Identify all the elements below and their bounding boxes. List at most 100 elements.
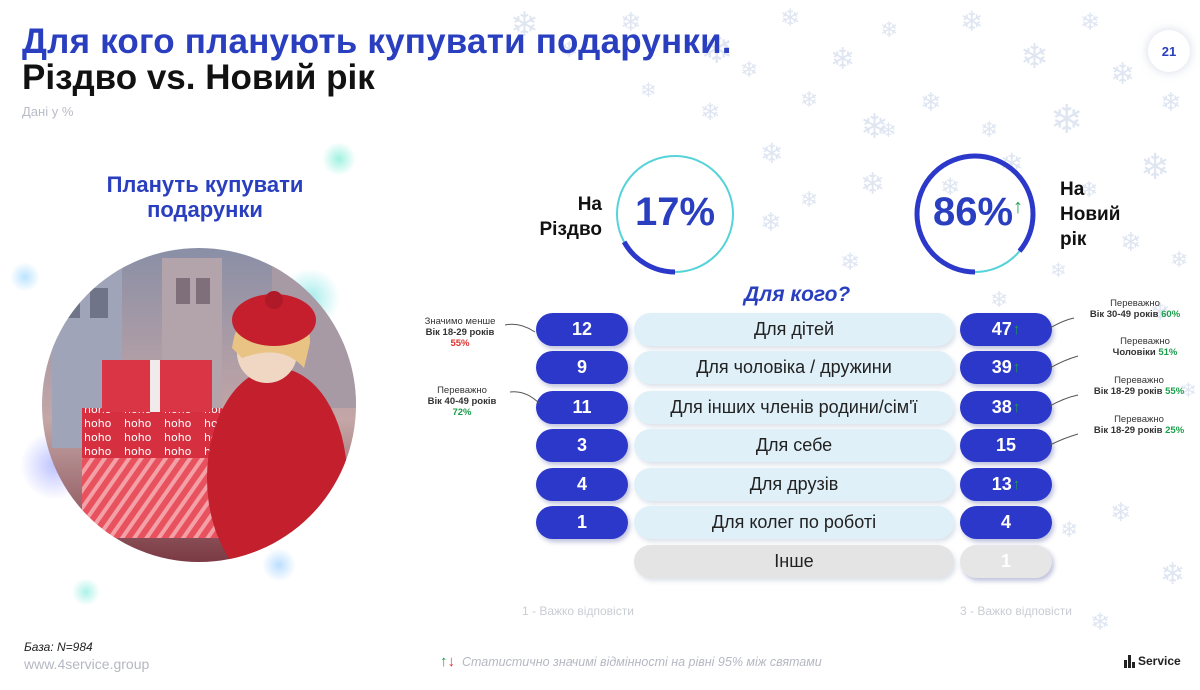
- new-year-number: 47: [991, 319, 1012, 339]
- christmas-value: 3: [536, 429, 628, 462]
- category-label: Для чоловіка / дружини: [634, 351, 954, 384]
- snowflake-icon: ❄: [1150, 298, 1171, 326]
- left-note: Переважно Вік 40-49 років 72%: [414, 385, 510, 418]
- section-title-for-whom: Для кого?: [744, 283, 851, 306]
- sample-base: База: N=984: [24, 640, 93, 654]
- new-year-value: 13 ↑: [960, 468, 1052, 501]
- snowflake-icon: ❄: [700, 27, 734, 73]
- note-line1: Переважно: [1110, 298, 1160, 309]
- snowflake-icon: ❄: [760, 137, 784, 170]
- logo-bars-icon: [1124, 655, 1135, 668]
- christmas-value: 12: [536, 313, 628, 346]
- snowflake-icon: ❄: [920, 88, 942, 118]
- gauge-new-year-value: 86%: [932, 190, 1014, 234]
- significance-note: Статистично значимі відмінності на рівні…: [462, 655, 822, 669]
- snowflake-icon: ❄: [880, 18, 899, 43]
- category-label: Для дітей: [634, 313, 954, 346]
- snowflake-icon: ❄: [760, 208, 782, 238]
- bokeh-light: [322, 142, 356, 176]
- note-line2: Вік 30-49 років 60%: [1074, 309, 1196, 320]
- new-year-number: 15: [995, 435, 1017, 455]
- note-line2: Вік 18-29 років: [425, 327, 495, 338]
- new-year-number: 1: [1000, 551, 1011, 571]
- note-group: Вік 18-29 років: [1093, 386, 1163, 397]
- note-line2: Вік 18-29 років 55%: [1078, 386, 1200, 397]
- snowflake-icon: ❄: [860, 167, 886, 202]
- gauge-christmas-ring: [614, 153, 736, 275]
- note-value: 25%: [1165, 425, 1185, 436]
- logo-text: Service: [1138, 654, 1181, 668]
- note-line2: Вік 40-49 років: [427, 396, 497, 407]
- snowflake-icon: ❄: [1060, 518, 1079, 543]
- snowflake-icon: ❄: [1120, 228, 1142, 258]
- snowflake-icon: ❄: [830, 42, 856, 77]
- new-year-value: 1: [960, 545, 1052, 578]
- note-line1: Переважно: [1120, 336, 1170, 347]
- page-title-line-1: Для кого планують купувати подарунки.: [22, 22, 732, 61]
- new-year-number: 4: [1000, 512, 1011, 532]
- christmas-shopper-photo: hoho: [42, 248, 356, 562]
- snowflake-icon: ❄: [800, 88, 819, 113]
- new-year-value: 39 ↑: [960, 351, 1052, 384]
- christmas-value: 11: [536, 391, 628, 424]
- snowflake-icon: ❄: [980, 118, 999, 143]
- snowflake-icon: ❄: [880, 118, 897, 142]
- right-note: Переважно Вік 18-29 років 25%: [1078, 414, 1200, 436]
- category-label: Для інших членів родини/сім'ї: [634, 391, 954, 424]
- page-subtitle: Дані у %: [22, 104, 74, 119]
- christmas-value: 1: [536, 506, 628, 539]
- category-label: Для колег по роботі: [634, 506, 954, 539]
- snowflake-icon: ❄: [840, 248, 861, 276]
- category-label: Для друзів: [634, 468, 954, 501]
- snowflake-icon: ❄: [740, 58, 759, 83]
- snowflake-icon: ❄: [1050, 97, 1084, 143]
- bokeh-light: [72, 578, 100, 606]
- gauge-christmas-value: 17%: [634, 190, 716, 234]
- bokeh-light: [10, 262, 40, 292]
- snowflake-icon: ❄: [1090, 608, 1111, 636]
- note-value: 51%: [1158, 347, 1178, 358]
- note-line1: Переважно: [1114, 414, 1164, 425]
- snowflake-icon: ❄: [700, 98, 721, 126]
- new-year-value: 15: [960, 429, 1052, 462]
- snowflake-icon: ❄: [1050, 258, 1067, 282]
- new-year-value: 38 ↑: [960, 391, 1052, 424]
- snowflake-icon: ❄: [1080, 178, 1099, 203]
- note-group: Чоловіки: [1112, 347, 1156, 358]
- up-arrow-icon: ↑: [1012, 359, 1021, 376]
- new-year-hard-to-answer: 3 - Важко відповісти: [960, 604, 1072, 618]
- snowflake-icon: ❄: [1160, 88, 1182, 118]
- christmas-value: 9: [536, 351, 628, 384]
- note-line2: Чоловіки 51%: [1084, 347, 1200, 358]
- gauge-christmas-label: На Різдво: [539, 194, 603, 240]
- note-value: 55%: [1165, 386, 1185, 397]
- right-note: Переважно Вік 30-49 років 60%: [1074, 298, 1196, 320]
- snowflake-icon: ❄: [640, 78, 657, 102]
- snowflake-icon: ❄: [800, 188, 819, 213]
- christmas-value: 4: [536, 468, 628, 501]
- new-year-number: 13: [991, 474, 1012, 494]
- bokeh-light: [262, 548, 296, 582]
- brand-logo: Service: [1124, 652, 1181, 668]
- snowflake-icon: ❄: [1160, 557, 1186, 592]
- right-note: Переважно Чоловіки 51%: [1084, 336, 1200, 358]
- snowflake-icon: ❄: [940, 173, 961, 201]
- plan-to-buy-label: Плануть купувати подарунки: [106, 172, 304, 222]
- snowflake-icon: ❄: [1110, 57, 1136, 92]
- note-value: 55%: [450, 338, 470, 349]
- note-line1: Переважно: [437, 385, 487, 396]
- snowflake-icon: ❄: [620, 8, 642, 38]
- snowflake-icon: ❄: [1140, 147, 1171, 188]
- snowflake-icon: ❄: [960, 5, 984, 38]
- snowflake-icon: ❄: [1020, 37, 1049, 77]
- note-line1: Значимо менше: [424, 316, 496, 327]
- website-link[interactable]: www.4service.group: [24, 656, 150, 672]
- note-line2: Вік 18-29 років 25%: [1078, 425, 1200, 436]
- photo-illustration: hoho: [42, 248, 356, 562]
- up-arrow-icon: ↑: [1012, 476, 1021, 493]
- new-year-number: 39: [991, 357, 1012, 377]
- category-label: Для себе: [634, 429, 954, 462]
- up-arrow-icon: ↑: [1012, 399, 1021, 416]
- gauge-new-year-label: На Новий рік: [1060, 179, 1121, 250]
- note-group: Вік 30-49 років: [1089, 309, 1159, 320]
